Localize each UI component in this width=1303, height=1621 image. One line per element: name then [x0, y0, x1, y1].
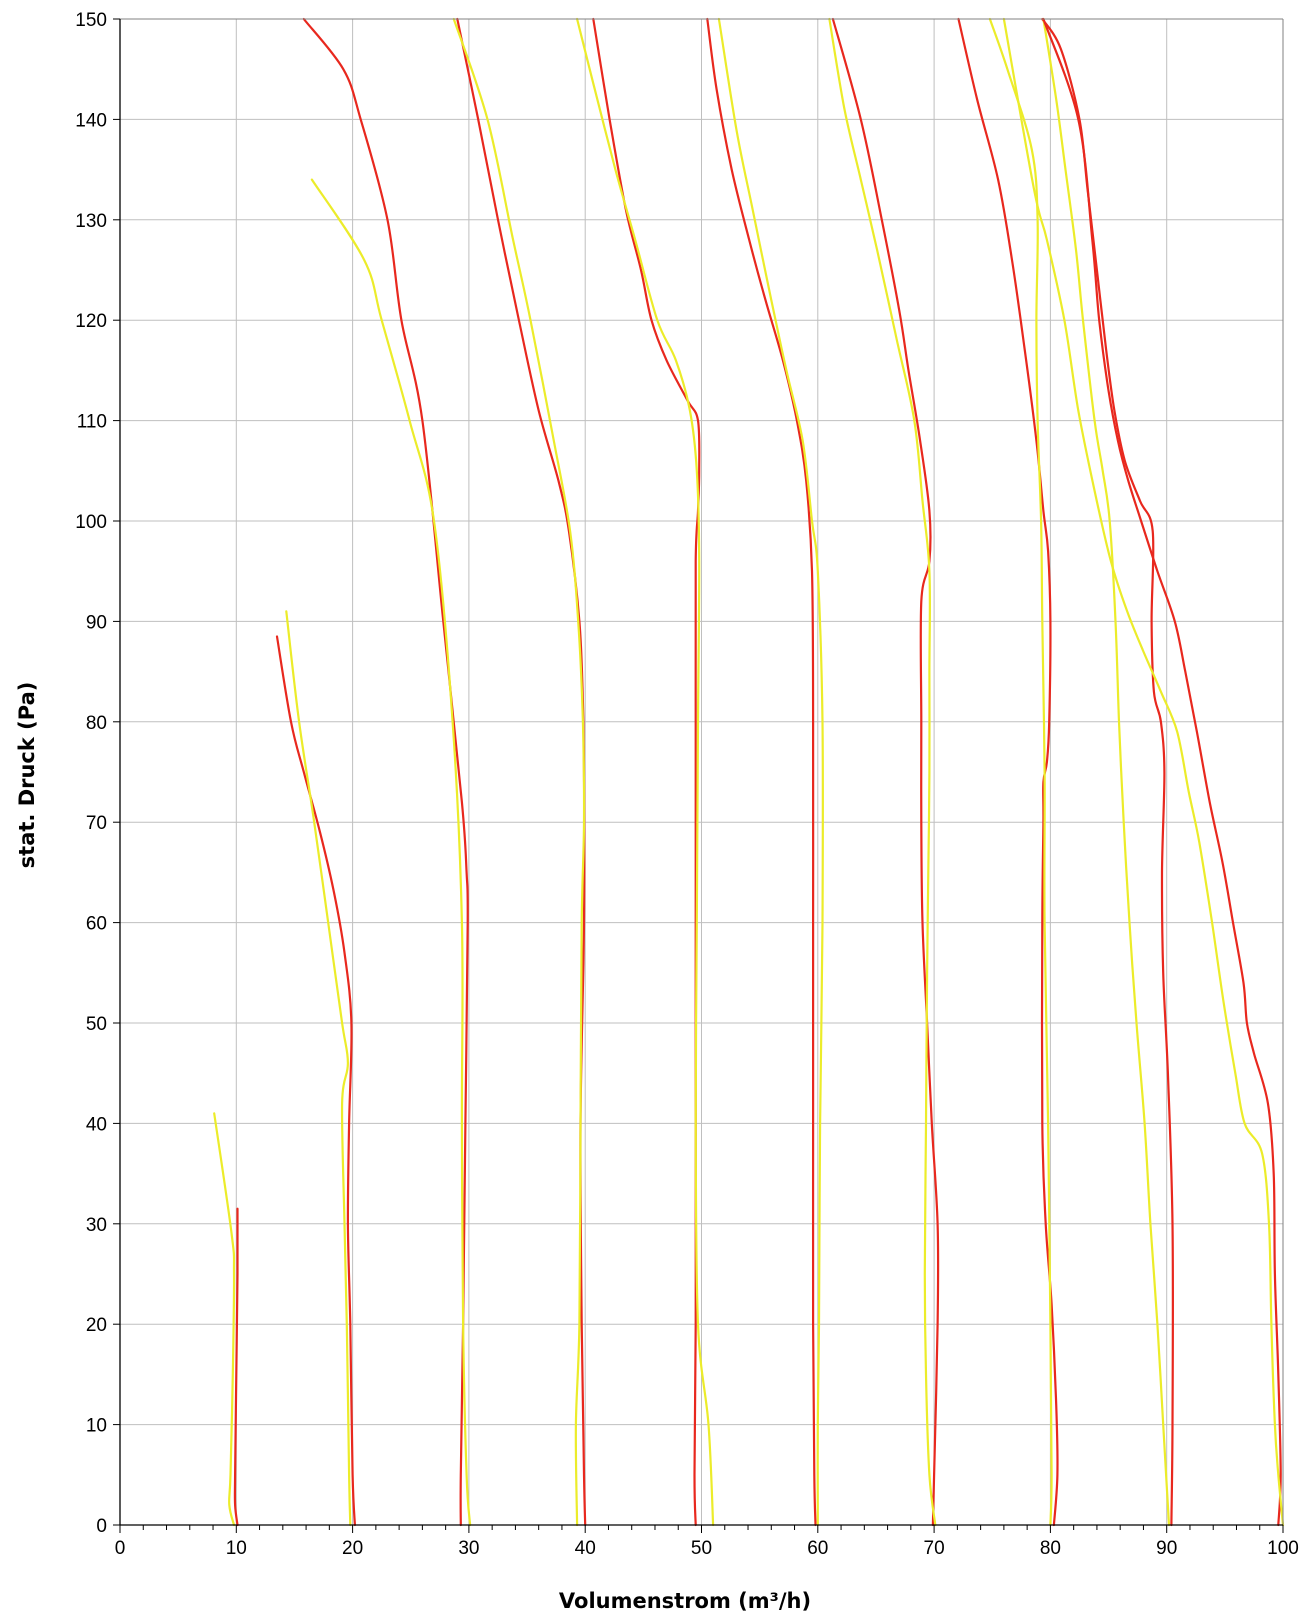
- yellow-curve: [1042, 17, 1171, 1527]
- x-tick-label: 20: [342, 1538, 363, 1559]
- x-tick-label: 40: [575, 1538, 596, 1559]
- red-curve: [831, 17, 940, 1527]
- x-tick-label: 100: [1267, 1538, 1299, 1559]
- axes: [113, 18, 1284, 1533]
- x-tick-label: 80: [1040, 1538, 1061, 1559]
- tick-labels: 0 10 20 30 40 50 60 70 80 90 100 0 10 20 30 40 50 60 70 80 9…: [75, 10, 1299, 1559]
- yellow-curve: [213, 1112, 236, 1527]
- y-tick-label: 50: [86, 1014, 107, 1035]
- y-tick-label: 140: [75, 110, 107, 131]
- y-tick-label: 20: [86, 1315, 107, 1336]
- x-tick-label: 60: [807, 1538, 828, 1559]
- x-tick-label: 90: [1156, 1538, 1177, 1559]
- x-tick-label: 70: [924, 1538, 945, 1559]
- red-curve: [1041, 17, 1175, 1527]
- red-curve: [302, 17, 469, 1527]
- y-tick-label: 10: [86, 1416, 107, 1437]
- y-tick-label: 120: [75, 311, 107, 332]
- red-curve: [592, 17, 701, 1527]
- yellow-curve: [1002, 17, 1285, 1527]
- x-tick-label: 30: [458, 1538, 479, 1559]
- red-curve: [1042, 17, 1282, 1527]
- yellow-curve: [988, 17, 1053, 1527]
- x-tick-label: 10: [226, 1538, 247, 1559]
- y-tick-label: 130: [75, 211, 107, 232]
- y-tick-label: 100: [75, 512, 107, 533]
- curves: [213, 17, 1285, 1527]
- yellow-curve: [452, 17, 586, 1527]
- red-curve: [957, 17, 1059, 1527]
- y-tick-label: 90: [86, 612, 107, 633]
- red-curve: [456, 17, 587, 1527]
- gridlines: [120, 18, 1284, 1525]
- yellow-curve: [828, 17, 937, 1527]
- y-tick-label: 150: [75, 10, 107, 31]
- y-tick-label: 80: [86, 713, 107, 734]
- y-axis-title: stat. Druck (Pa): [15, 682, 39, 869]
- yellow-curve: [285, 610, 352, 1527]
- red-curve: [233, 1207, 239, 1527]
- y-tick-label: 40: [86, 1114, 107, 1135]
- x-tick-label: 0: [115, 1538, 126, 1559]
- yellow-curve: [576, 17, 715, 1527]
- y-tick-label: 0: [96, 1516, 107, 1537]
- red-curve: [275, 635, 356, 1527]
- red-curve: [706, 17, 817, 1527]
- x-axis-title: Volumenstrom (m³/h): [559, 1589, 811, 1613]
- x-tick-label: 50: [691, 1538, 712, 1559]
- y-tick-label: 60: [86, 914, 107, 935]
- y-tick-label: 30: [86, 1215, 107, 1236]
- yellow-curve: [310, 178, 472, 1527]
- y-tick-label: 110: [77, 412, 107, 433]
- y-tick-label: 70: [86, 813, 107, 834]
- yellow-curve: [717, 17, 824, 1527]
